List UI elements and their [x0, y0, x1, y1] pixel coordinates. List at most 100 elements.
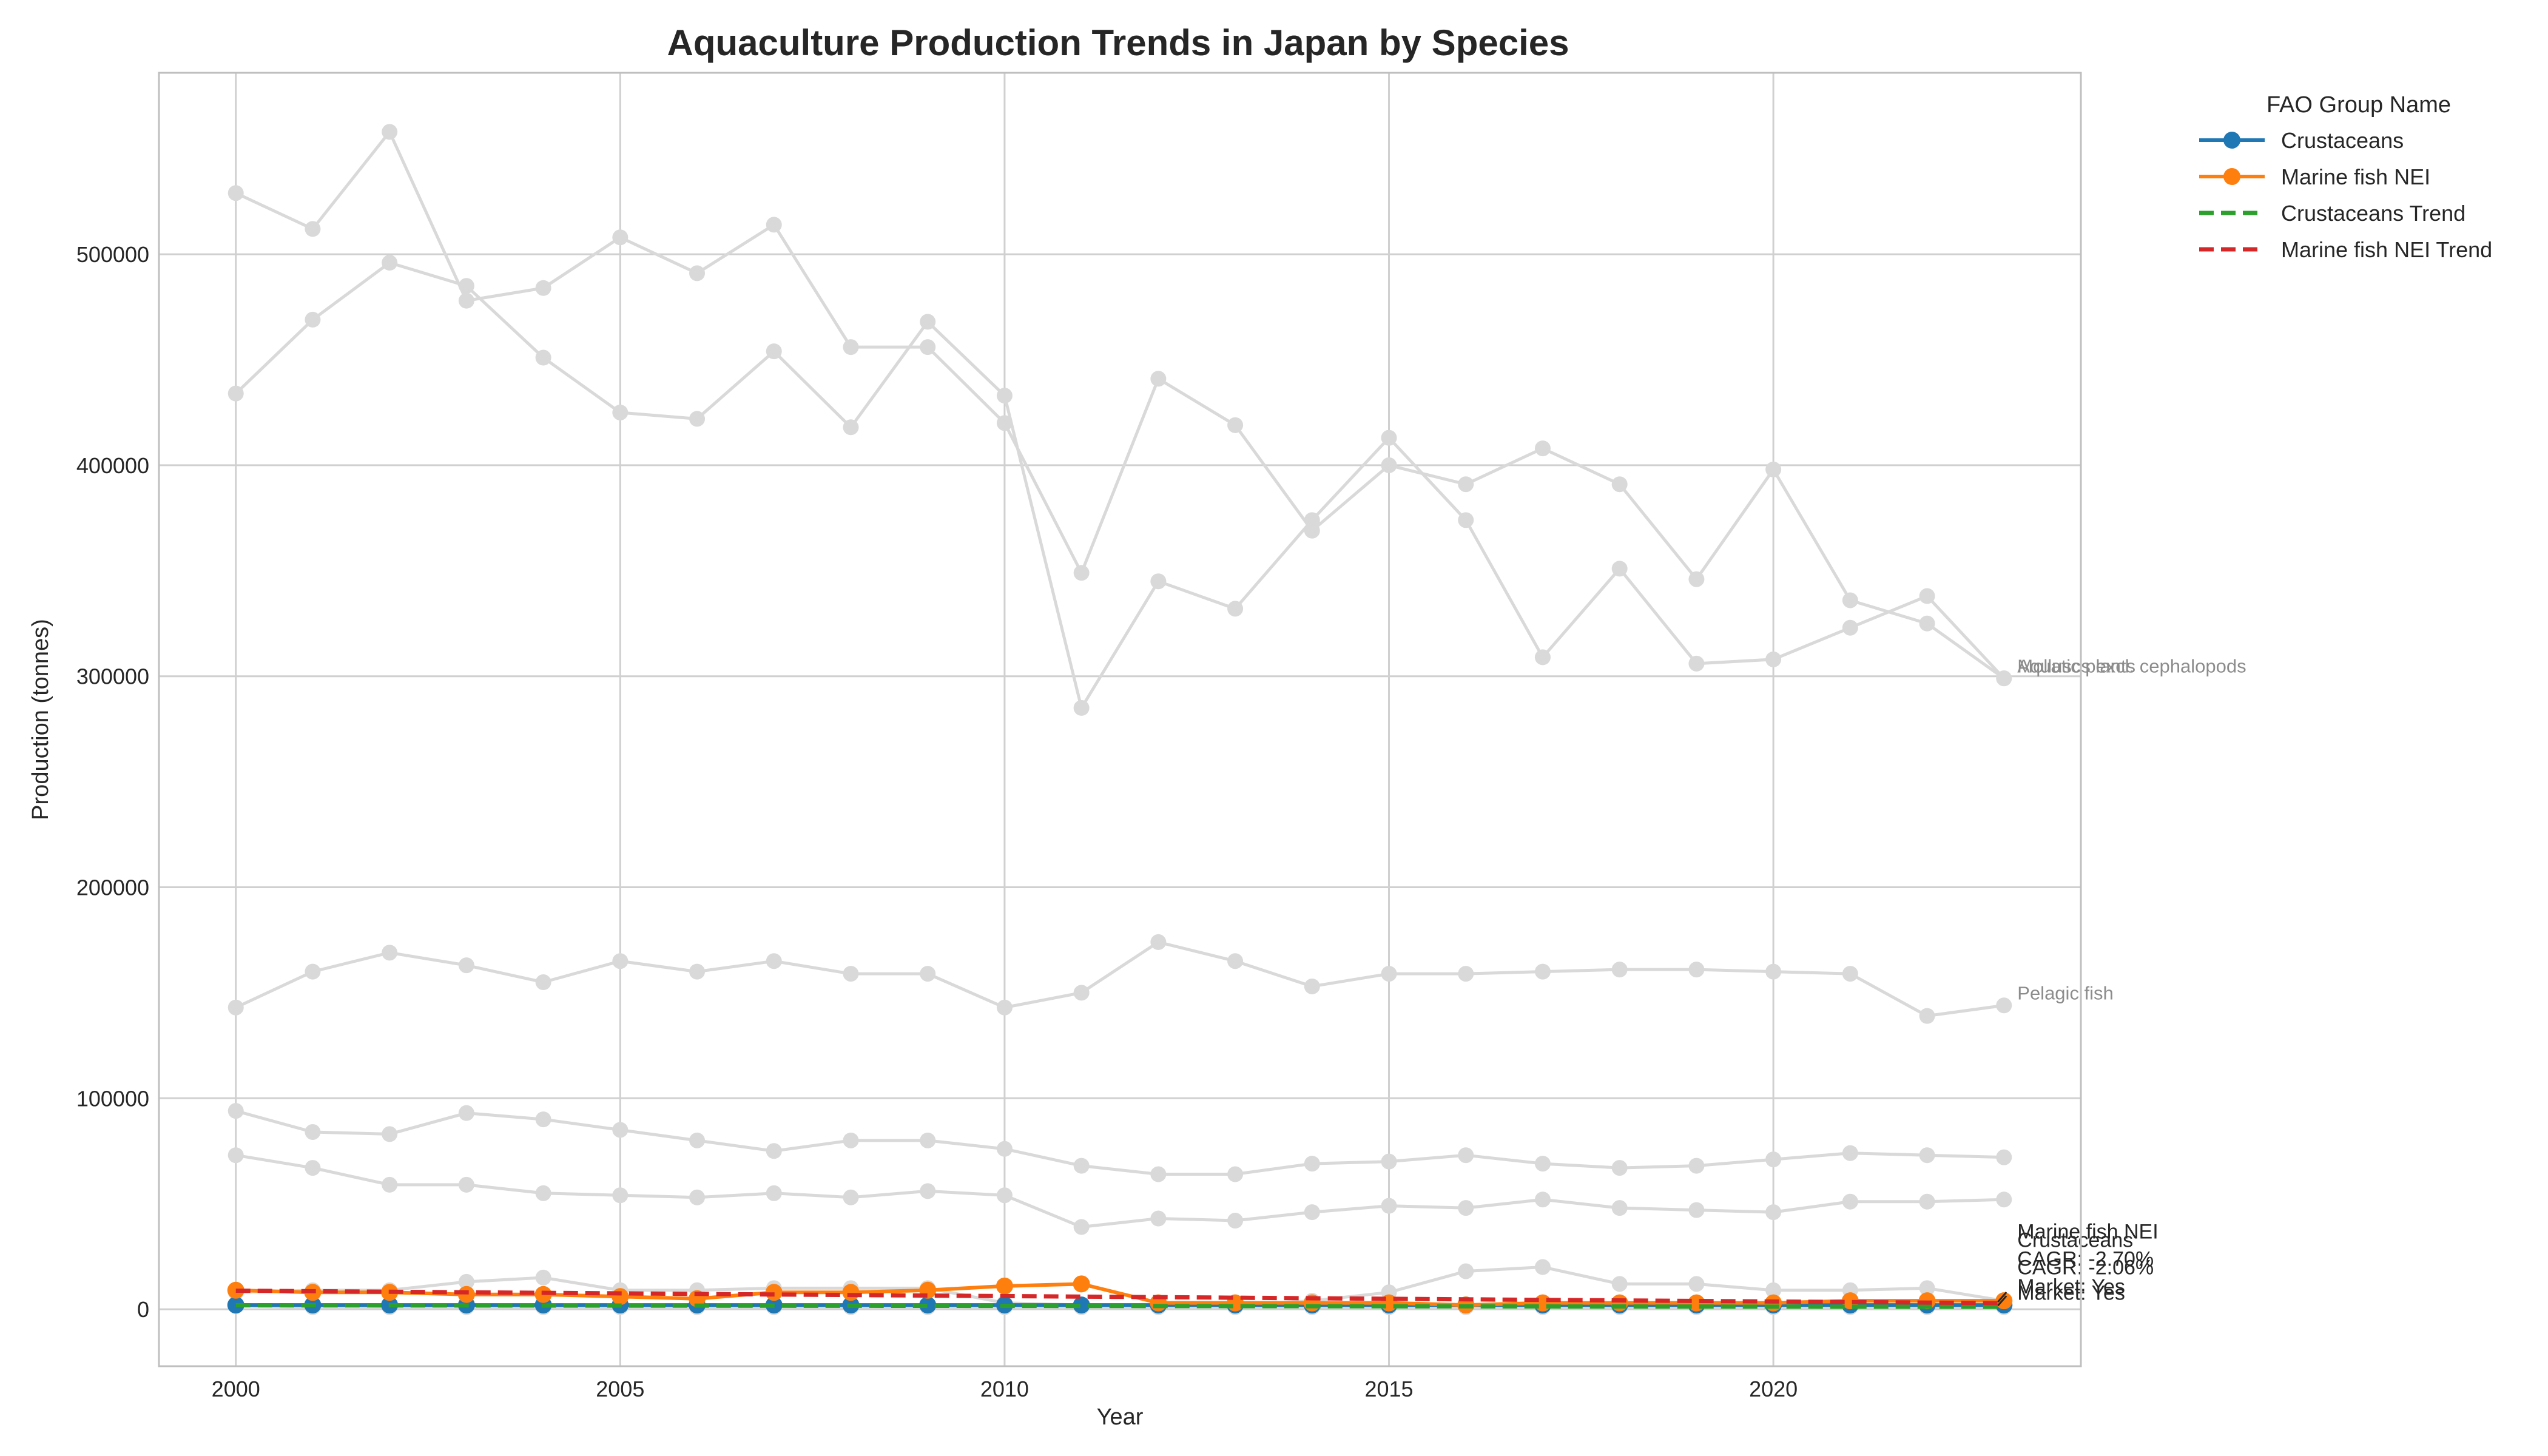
series-point — [1995, 1292, 2013, 1310]
background-point — [1304, 512, 1320, 528]
background-point — [1227, 417, 1244, 433]
background-point — [458, 278, 474, 294]
background-point — [996, 1187, 1013, 1204]
background-point — [1842, 1145, 1858, 1161]
background-point — [1458, 966, 1474, 982]
background-point — [1150, 1210, 1167, 1227]
background-point — [689, 265, 706, 281]
legend: FAO Group Name Crustaceans Marine fish NE… — [2199, 92, 2492, 262]
background-point — [612, 229, 629, 246]
background-point — [920, 339, 936, 356]
background-point — [382, 124, 398, 140]
background-point — [843, 1189, 859, 1205]
background-point — [689, 1189, 706, 1205]
background-point — [228, 1147, 244, 1164]
background-point — [612, 953, 629, 969]
background-point — [1765, 1204, 1782, 1221]
background-point — [996, 1141, 1013, 1157]
legend-title: FAO Group Name — [2267, 92, 2451, 118]
background-point — [766, 1143, 782, 1159]
background-point — [228, 999, 244, 1016]
background-series-label: Pelagic fish — [2017, 982, 2114, 1003]
background-point — [1996, 670, 2012, 687]
background-point — [305, 1124, 321, 1140]
background-point — [1381, 1153, 1397, 1170]
x-tick-label: 2000 — [212, 1377, 260, 1401]
y-tick-label: 500000 — [76, 242, 149, 267]
background-point — [228, 185, 244, 201]
background-point — [1688, 571, 1705, 587]
x-tick-label: 2010 — [980, 1377, 1029, 1401]
legend-label: Crustaceans — [2281, 128, 2404, 153]
background-point — [382, 945, 398, 961]
background-point — [535, 1185, 551, 1201]
background-point — [535, 1269, 551, 1286]
background-point — [766, 1185, 782, 1201]
background-point — [228, 385, 244, 402]
background-point — [228, 1103, 244, 1119]
background-point — [382, 255, 398, 271]
background-point — [1304, 1156, 1320, 1172]
series-point — [227, 1281, 244, 1299]
background-point — [1381, 457, 1397, 473]
background-point — [996, 388, 1013, 404]
background-point — [1765, 651, 1782, 667]
annotation-arrow — [1997, 1295, 2007, 1307]
background-point — [1611, 1200, 1628, 1216]
background-point — [1842, 592, 1858, 608]
background-point — [1381, 966, 1397, 982]
background-point — [1688, 962, 1705, 978]
legend-label: Crustaceans Trend — [2281, 201, 2465, 226]
background-point — [458, 292, 474, 309]
background-point — [1611, 962, 1628, 978]
background-point — [1919, 1193, 1935, 1210]
trend-line — [235, 1303, 2004, 1309]
background-point — [1073, 1158, 1090, 1174]
background-point — [1458, 1200, 1474, 1216]
highlight-label: Crustaceans — [2017, 1228, 2133, 1252]
background-point — [1073, 1219, 1090, 1235]
background-point — [1919, 1280, 1935, 1296]
background-point — [920, 1132, 936, 1148]
background-point — [1611, 1276, 1628, 1292]
background-point — [1996, 1191, 2012, 1208]
background-point — [458, 1105, 474, 1121]
highlight-label: Marine fish NEI — [2017, 1220, 2158, 1243]
background-point — [689, 411, 706, 427]
background-point — [535, 349, 551, 366]
plot-frame — [158, 72, 2082, 1367]
series-point — [1073, 1296, 1090, 1314]
series-point — [1611, 1294, 1628, 1312]
background-series-line — [235, 940, 2004, 1018]
background-point — [920, 314, 936, 330]
background-series-line — [235, 130, 2005, 680]
y-tick-label: 0 — [137, 1297, 149, 1322]
background-point — [305, 221, 321, 237]
background-point — [305, 1160, 321, 1176]
series-point — [1534, 1294, 1551, 1312]
series-point — [919, 1296, 937, 1314]
legend-marker — [2223, 168, 2240, 185]
background-point — [1996, 997, 2012, 1014]
series-point — [612, 1288, 629, 1306]
background-point — [1150, 371, 1167, 387]
background-point — [1458, 476, 1474, 493]
background-point — [1688, 1202, 1705, 1218]
background-point — [1688, 1158, 1705, 1174]
background-point — [1611, 561, 1628, 577]
background-point — [305, 963, 321, 980]
background-point — [766, 953, 782, 969]
background-point — [1073, 985, 1090, 1001]
series-point — [457, 1286, 475, 1303]
background-point — [1765, 1151, 1782, 1168]
background-point — [1458, 512, 1474, 528]
background-point — [1765, 461, 1782, 477]
background-point — [458, 1273, 474, 1290]
background-point — [766, 343, 782, 360]
background-point — [1227, 1166, 1244, 1182]
background-point — [612, 404, 629, 420]
